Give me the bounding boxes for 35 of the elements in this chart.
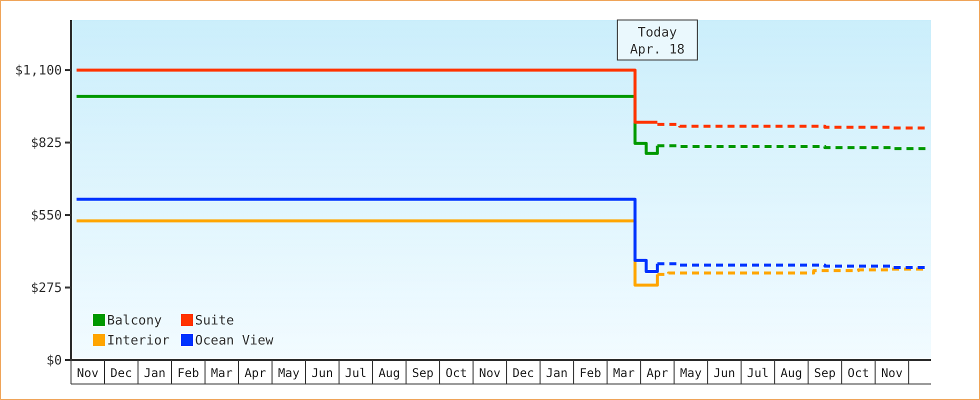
x-tick-label: Dec xyxy=(110,366,132,380)
y-tick-label: $1,100 xyxy=(15,64,62,79)
x-tick-label: Nov xyxy=(478,366,501,380)
x-tick-label: May xyxy=(680,366,702,380)
x-tick-label: Jun xyxy=(714,366,736,380)
x-tick-label: Feb xyxy=(580,366,602,380)
x-tick-label: Aug xyxy=(780,366,802,380)
x-tick-label: Feb xyxy=(177,366,200,380)
x-tick-label: Mar xyxy=(210,366,233,380)
x-tick-label: Mar xyxy=(613,366,635,380)
x-tick-label: Sep xyxy=(814,366,836,380)
x-tick-label: Jun xyxy=(311,366,334,380)
y-tick-label: $0 xyxy=(46,354,62,369)
x-tick-label: Sep xyxy=(412,366,434,380)
x-tick-label: Oct xyxy=(848,366,870,380)
legend-label: Balcony xyxy=(107,314,162,329)
x-tick-label: Apr xyxy=(646,366,668,380)
x-tick-label: Jan xyxy=(144,366,166,380)
y-tick-label: $550 xyxy=(30,208,62,224)
legend-label: Interior xyxy=(107,334,170,349)
x-tick-label: Nov xyxy=(76,366,99,380)
x-tick-label: Dec xyxy=(512,366,534,380)
x-tick-label: Apr xyxy=(244,366,266,380)
x-tick-label: Jul xyxy=(344,366,367,380)
legend-label: Ocean View xyxy=(195,334,274,349)
x-tick-label: Jan xyxy=(546,366,568,380)
x-tick-label: Oct xyxy=(445,366,468,380)
x-tick-label: Aug xyxy=(378,366,400,380)
annotation: Today Apr. 18 xyxy=(630,26,685,58)
x-tick-label: May xyxy=(278,366,300,380)
x-tick-label: Jul xyxy=(747,366,769,380)
x-tick-label: Nov xyxy=(881,366,903,380)
y-tick-label: $825 xyxy=(30,136,62,152)
legend-label: Suite xyxy=(195,314,234,329)
y-tick-label: $275 xyxy=(30,281,62,296)
